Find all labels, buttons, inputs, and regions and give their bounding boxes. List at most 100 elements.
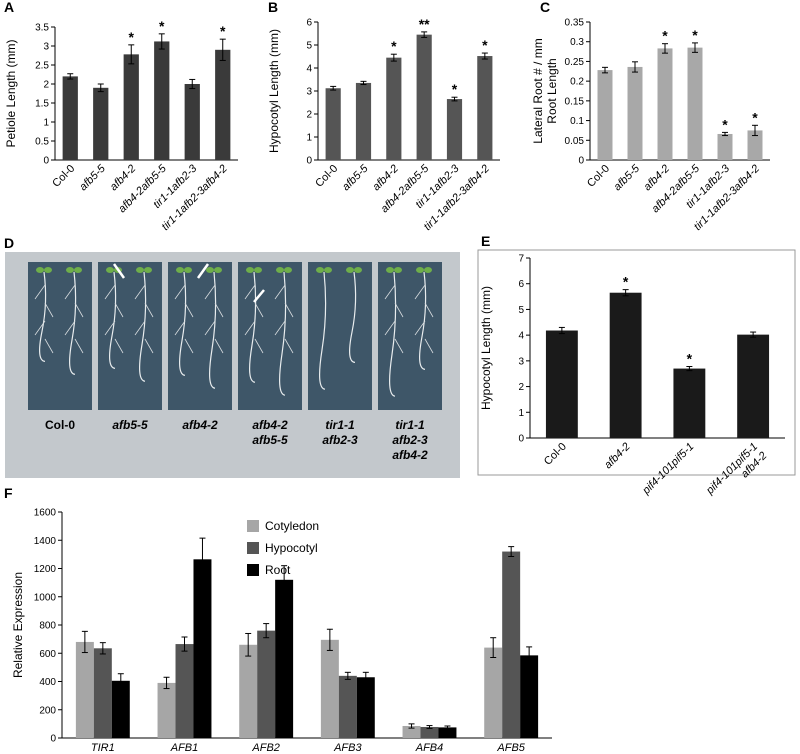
lateral-root bbox=[134, 284, 146, 300]
y-tick-label: 200 bbox=[39, 705, 56, 716]
error-bar bbox=[128, 44, 135, 65]
bar bbox=[747, 130, 763, 160]
bar bbox=[111, 680, 130, 738]
root bbox=[209, 271, 217, 389]
panel-letter: B bbox=[268, 0, 278, 15]
y-tick-label: 0 bbox=[518, 434, 524, 445]
error-bar bbox=[158, 33, 165, 50]
y-tick-label: 1400 bbox=[34, 536, 57, 547]
error-bar bbox=[750, 331, 757, 338]
x-tick-label: afb5-5 bbox=[340, 162, 371, 193]
error-bar bbox=[67, 73, 74, 80]
error-bar bbox=[330, 85, 337, 91]
error-bar bbox=[189, 78, 196, 90]
lateral-root bbox=[44, 338, 54, 354]
bar bbox=[175, 644, 194, 738]
lateral-root bbox=[104, 284, 116, 300]
leaf bbox=[44, 267, 52, 273]
y-tick-label: 4 bbox=[306, 64, 312, 75]
photo bbox=[28, 262, 92, 410]
text-line: afb2-3 bbox=[322, 433, 358, 447]
leaf bbox=[106, 267, 114, 273]
error-bar bbox=[408, 723, 415, 729]
root bbox=[419, 271, 427, 370]
y-tick-label: 2 bbox=[43, 80, 49, 91]
x-tick-label: TIR1 bbox=[91, 742, 115, 754]
bar bbox=[545, 330, 578, 438]
lateral-root bbox=[254, 302, 264, 318]
error-bar bbox=[181, 636, 188, 652]
y-tick-label: 5 bbox=[518, 305, 524, 316]
error-bar bbox=[490, 637, 497, 658]
bar bbox=[420, 726, 439, 738]
y-tick-label: 800 bbox=[39, 621, 56, 632]
text-line: AFB4 bbox=[415, 742, 444, 754]
bar bbox=[338, 675, 357, 738]
y-tick-label: 0.15 bbox=[565, 96, 585, 107]
error-bar bbox=[326, 628, 333, 651]
photo bbox=[98, 262, 162, 410]
lateral-root bbox=[74, 302, 84, 318]
text-line: pif4-101pif5-1 bbox=[640, 441, 697, 498]
y-tick-label: 0 bbox=[578, 156, 584, 167]
error-bar bbox=[362, 671, 369, 683]
root bbox=[349, 271, 357, 363]
y-tick-label: 600 bbox=[39, 649, 56, 660]
leaf bbox=[276, 267, 284, 273]
lateral-root bbox=[214, 302, 224, 318]
bar bbox=[438, 727, 457, 738]
genotype-label: tir1-1 afb2-3 afb4-2 bbox=[392, 418, 428, 462]
bar bbox=[325, 88, 341, 160]
x-tick-label: AFB5 bbox=[496, 742, 525, 754]
bar bbox=[597, 70, 613, 160]
leaf bbox=[416, 267, 424, 273]
error-bar bbox=[263, 623, 270, 639]
significance-label: * bbox=[482, 37, 488, 53]
text-line: afb4-2 bbox=[602, 441, 633, 472]
x-tick-label: Col-0 bbox=[542, 441, 569, 468]
y-tick-label: 7 bbox=[518, 254, 524, 265]
lateral-root bbox=[144, 302, 154, 318]
lateral-root bbox=[414, 284, 426, 300]
text-line: Col-0 bbox=[45, 418, 75, 432]
lateral-root bbox=[34, 320, 46, 336]
x-tick-label: pif4-101pif5-1 bbox=[640, 441, 697, 498]
error-bar bbox=[602, 66, 608, 74]
text-line: tir1-1 bbox=[325, 418, 355, 432]
y-axis-label: Relative Expression bbox=[11, 572, 25, 678]
error-bar bbox=[199, 537, 206, 582]
text-line: Col-0 bbox=[585, 163, 612, 190]
y-tick-label: 3 bbox=[43, 42, 49, 53]
legend-swatch bbox=[247, 520, 259, 532]
bar bbox=[737, 334, 770, 438]
lateral-root bbox=[44, 302, 54, 318]
error-bar bbox=[526, 646, 533, 665]
error-bar bbox=[632, 61, 638, 73]
lateral-root bbox=[64, 320, 76, 336]
photo bbox=[238, 262, 302, 410]
lateral-root bbox=[244, 284, 256, 300]
leaf bbox=[324, 267, 332, 273]
text-line: afb4-2 bbox=[252, 418, 288, 432]
lateral-root bbox=[284, 338, 294, 354]
leaf bbox=[176, 267, 184, 273]
leaf bbox=[66, 267, 74, 273]
bar bbox=[687, 47, 703, 160]
x-tick-label: AFB1 bbox=[170, 742, 199, 754]
bar bbox=[609, 292, 642, 438]
text-line: afb2-3 bbox=[392, 433, 428, 447]
y-tick-label: 2 bbox=[518, 382, 524, 393]
text-line: AFB3 bbox=[333, 742, 362, 754]
leaf bbox=[254, 267, 262, 273]
genotype-label: afb4-2 bbox=[182, 418, 218, 432]
root bbox=[249, 271, 257, 383]
leaf bbox=[346, 267, 354, 273]
bar bbox=[157, 682, 176, 738]
seedling-photo bbox=[28, 262, 92, 410]
arrow bbox=[196, 263, 210, 279]
bar bbox=[275, 579, 294, 738]
leaf bbox=[386, 267, 394, 273]
bar bbox=[184, 84, 200, 160]
seedling-photo bbox=[98, 262, 162, 410]
